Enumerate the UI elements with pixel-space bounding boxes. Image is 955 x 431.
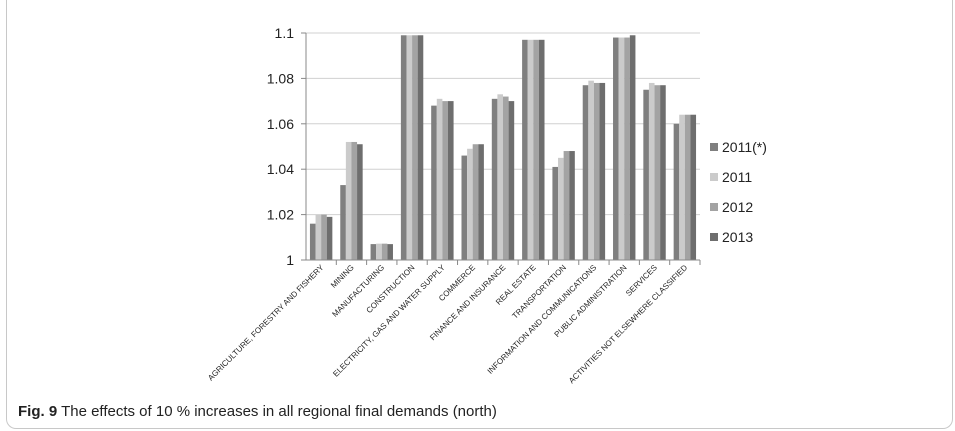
y-tick-label: 1.02	[267, 207, 294, 223]
bar-3-11: 2012 / PUBLIC ADMINISTRATION: 1.098	[624, 37, 630, 260]
y-tick-label: 1.1	[275, 25, 295, 41]
x-tick-label: TRANSPORTATION	[510, 263, 568, 321]
bar-1-4: 2011(*) / CONSTRUCTION: 1.099	[400, 35, 407, 260]
legend-swatch	[710, 143, 718, 151]
figure-label: Fig. 9	[18, 403, 58, 420]
bar-4-2: 2013 / MINING: 1.051	[357, 144, 363, 260]
bar-3-4: 2012 / CONSTRUCTION: 1.099	[412, 35, 418, 260]
x-tick-label: INFORMATION AND COMMUNICATIONS	[486, 263, 599, 376]
x-tick-label: MINING	[329, 263, 356, 290]
bar-2-7: 2011 / FINANCE AND INSURANCE: 1.073	[497, 94, 503, 260]
legend-label: 2011	[722, 169, 752, 185]
bar-3-13: 2012 / ACTIVITIES NOT ELSEWHERE CLASSIFI…	[684, 114, 691, 260]
bar-1-13: 2011(*) / ACTIVITIES NOT ELSEWHERE CLASS…	[673, 123, 680, 260]
bar-1-7: 2011(*) / FINANCE AND INSURANCE: 1.071	[491, 98, 498, 260]
bar-2-8: 2011 / REAL ESTATE: 1.097	[527, 39, 534, 261]
legend-swatch	[710, 203, 718, 211]
bar-4-6: 2013 / COMMERCE: 1.051	[478, 144, 484, 260]
bar-4-3: 2013 / MANUFACTURING: 1.007	[387, 244, 393, 260]
legend-label: 2011(*)	[722, 139, 767, 155]
bar-1-1: 2011(*) / AGRICULTURE, FORESTRY AND FISH…	[309, 223, 316, 260]
bar-4-10: 2013 / INFORMATION AND COMMUNICATIONS: 1…	[599, 82, 606, 260]
legend-label: 2013	[722, 229, 753, 245]
bar-4-4: 2013 / CONSTRUCTION: 1.099	[417, 35, 424, 260]
bars: 2011(*) / AGRICULTURE, FORESTRY AND FISH…	[309, 35, 697, 261]
bar-2-10: 2011 / INFORMATION AND COMMUNICATIONS: 1…	[588, 80, 594, 260]
bar-4-5: 2013 / ELECTRICITY, GAS AND WATER SUPPLY…	[447, 101, 454, 260]
bar-2-4: 2011 / CONSTRUCTION: 1.099	[406, 35, 413, 260]
bar-2-9: 2011 / TRANSPORTATION: 1.045	[558, 157, 564, 260]
y-tick-label: 1	[286, 252, 294, 268]
bar-4-9: 2013 / TRANSPORTATION: 1.048	[569, 151, 575, 260]
bar-2-1: 2011 / AGRICULTURE, FORESTRY AND FISHERY…	[315, 214, 322, 260]
bar-2-12: 2011 / SERVICES: 1.078	[648, 82, 655, 260]
bar-2-13: 2011 / ACTIVITIES NOT ELSEWHERE CLASSIFI…	[679, 114, 685, 260]
bar-3-6: 2012 / COMMERCE: 1.051	[472, 144, 479, 260]
bar-3-5: 2012 / ELECTRICITY, GAS AND WATER SUPPLY…	[442, 101, 448, 260]
legend: 2011(*) 2011 2012 2013	[710, 139, 767, 245]
legend-swatch	[710, 173, 718, 181]
bar-4-1: 2013 / AGRICULTURE, FORESTRY AND FISHERY…	[326, 216, 333, 260]
y-tick-label: 1.04	[267, 161, 294, 177]
y-axis: 1 1.02 1.04 1.06 1.08 1.1	[267, 25, 307, 268]
bar-3-3: 2012 / MANUFACTURING: 1.0072	[381, 243, 388, 260]
bar-1-10: 2011(*) / INFORMATION AND COMMUNICATIONS…	[582, 85, 589, 261]
bar-1-6: 2011(*) / COMMERCE: 1.046	[461, 155, 468, 260]
bar-3-12: 2012 / SERVICES: 1.077	[654, 85, 661, 261]
y-tick-label: 1.08	[267, 70, 294, 86]
bar-1-8: 2011(*) / REAL ESTATE: 1.097	[522, 39, 528, 261]
figure-caption: Fig. 9 The effects of 10 % increases in …	[18, 403, 497, 420]
bar-4-11: 2013 / PUBLIC ADMINISTRATION: 1.099	[629, 35, 636, 260]
bar-3-7: 2012 / FINANCE AND INSURANCE: 1.072	[503, 96, 509, 260]
bar-3-1: 2012 / AGRICULTURE, FORESTRY AND FISHERY…	[321, 214, 327, 260]
bar-3-9: 2012 / TRANSPORTATION: 1.048	[563, 151, 570, 260]
x-tick-label: ELECTRICITY, GAS AND WATER SUPPLY	[331, 263, 447, 379]
bar-chart: 1 1.02 1.04 1.06 1.08 1.1 2011(*) / AGRICULTU…	[206, 25, 767, 385]
bar-4-13: 2013 / ACTIVITIES NOT ELSEWHERE CLASSIFI…	[690, 114, 697, 260]
bar-3-8: 2012 / REAL ESTATE: 1.097	[533, 39, 539, 261]
bar-1-9: 2011(*) / TRANSPORTATION: 1.041	[552, 166, 559, 260]
bar-3-10: 2012 / INFORMATION AND COMMUNICATIONS: 1…	[593, 82, 600, 260]
bar-1-12: 2011(*) / SERVICES: 1.075	[643, 89, 649, 260]
bar-2-5: 2011 / ELECTRICITY, GAS AND WATER SUPPLY…	[436, 98, 443, 260]
bar-3-2: 2012 / MINING: 1.052	[351, 141, 358, 260]
x-axis: AGRICULTURE, FORESTRY AND FISHERY MININGM…	[206, 259, 701, 385]
bar-4-12: 2013 / SERVICES: 1.077	[660, 85, 666, 261]
bar-4-8: 2013 / REAL ESTATE: 1.097	[538, 39, 545, 261]
bar-1-2: 2011(*) / MINING: 1.033	[340, 185, 346, 260]
bar-2-3: 2011 / MANUFACTURING: 1.0072	[376, 243, 382, 260]
bar-1-5: 2011(*) / ELECTRICITY, GAS AND WATER SUP…	[431, 105, 437, 260]
bar-2-6: 2011 / COMMERCE: 1.049	[467, 148, 473, 260]
figure-caption-text: The effects of 10 % increases in all reg…	[61, 403, 497, 420]
legend-swatch	[710, 233, 718, 241]
x-tick-label: AGRICULTURE, FORESTRY AND FISHERY	[206, 263, 326, 383]
legend-label: 2012	[722, 199, 753, 215]
bar-1-3: 2011(*) / MANUFACTURING: 1.007	[370, 244, 377, 260]
bar-4-7: 2013 / FINANCE AND INSURANCE: 1.07	[508, 101, 515, 260]
bar-2-11: 2011 / PUBLIC ADMINISTRATION: 1.098	[618, 37, 625, 260]
figure-frame	[6, 0, 953, 429]
bar-1-11: 2011(*) / PUBLIC ADMINISTRATION: 1.098	[613, 37, 619, 260]
y-tick-label: 1.06	[267, 116, 294, 132]
bar-2-2: 2011 / MINING: 1.052	[345, 141, 352, 260]
x-tick-label: MANUFACTURING	[330, 263, 386, 319]
